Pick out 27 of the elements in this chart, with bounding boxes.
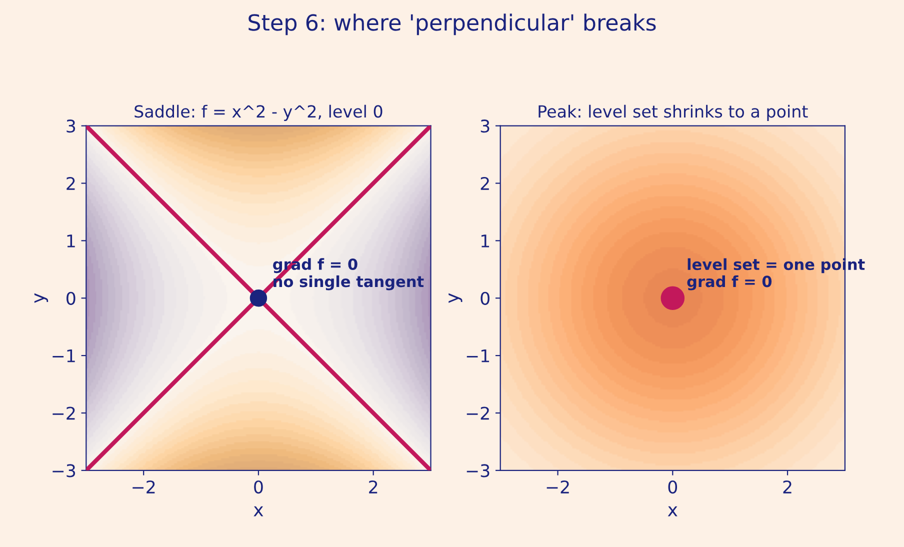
x-axis-title: x	[254, 506, 264, 516]
y-tick-label: 3	[480, 120, 490, 133]
text: Step 6: where 'perpendicular' breaks	[248, 14, 656, 36]
y-tick-label: −2	[52, 406, 75, 420]
y-tick-label: −1	[52, 349, 75, 362]
x-tick-label: 0	[668, 480, 678, 494]
y-tick-label: 0	[66, 292, 76, 305]
y-axis-title: y	[34, 293, 48, 303]
y-tick-label: −3	[466, 464, 490, 478]
x-tick-label: 2	[783, 480, 792, 494]
y-tick-label: 3	[66, 120, 76, 133]
x-axis-title: x	[668, 506, 678, 516]
x-tick-label: −2	[546, 480, 569, 494]
y-tick-label: 0	[480, 292, 490, 305]
x-tick-label: −2	[132, 480, 155, 494]
y-tick-label: 2	[66, 176, 75, 190]
y-axis-title: y	[448, 293, 462, 303]
y-tick-label: 1	[481, 234, 490, 248]
y-tick-label: −3	[52, 464, 76, 478]
x-tick-label: 0	[254, 480, 263, 494]
chart-title: Saddle: f = x^2 - y^2, level 0	[134, 104, 382, 121]
x-tick-label: 2	[369, 480, 378, 494]
y-tick-label: −1	[466, 349, 490, 362]
y-tick-label: 2	[480, 176, 489, 190]
y-tick-label: 1	[67, 234, 75, 248]
chart-title: Peak: level set shrinks to a point	[538, 104, 808, 121]
y-tick-label: −2	[466, 406, 489, 420]
